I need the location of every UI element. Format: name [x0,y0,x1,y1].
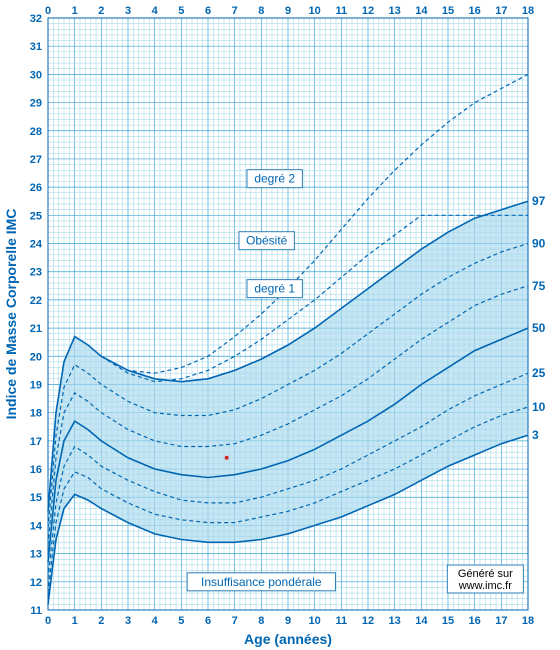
y-axis-label: Indice de Masse Corporelle IMC [3,209,19,420]
annotation-text: Insuffisance pondérale [201,575,322,589]
ytick: 27 [30,154,42,166]
xtick-top: 13 [389,5,401,17]
ytick: 29 [30,98,42,110]
ytick: 30 [30,69,42,81]
percentile-label-50: 50 [532,321,546,335]
xtick-bottom: 15 [442,615,454,627]
ytick: 20 [30,351,42,363]
ytick: 23 [30,267,42,279]
ytick: 31 [30,41,42,53]
xtick-bottom: 9 [285,615,291,627]
ytick: 16 [30,464,42,476]
ytick: 14 [30,520,43,532]
xtick-top: 8 [258,5,264,17]
ytick: 24 [30,239,43,251]
xtick-top: 17 [495,5,507,17]
percentile-label-75: 75 [532,279,546,293]
annotation-text: degré 2 [254,172,295,186]
ytick: 19 [30,379,42,391]
x-axis-label: Age (années) [244,631,332,647]
xtick-bottom: 3 [125,615,131,627]
xtick-top: 5 [178,5,184,17]
annotation-text: degré 1 [254,282,295,296]
annotation-text: Obésité [246,234,288,248]
xtick-top: 14 [415,5,428,17]
xtick-bottom: 16 [469,615,481,627]
xtick-bottom: 10 [309,615,321,627]
percentile-label-10: 10 [532,400,546,414]
xtick-bottom: 6 [205,615,211,627]
xtick-bottom: 5 [178,615,184,627]
ytick: 32 [30,13,42,25]
xtick-top: 6 [205,5,211,17]
ytick: 13 [30,549,42,561]
xtick-bottom: 0 [45,615,51,627]
ytick: 22 [30,295,42,307]
credit-line1: Généré sur [458,568,513,580]
bmi-growth-chart: 3102550759097001122334455667788991010111… [0,0,560,650]
ytick: 25 [30,210,42,222]
xtick-top: 0 [45,5,51,17]
ytick: 18 [30,408,42,420]
xtick-top: 2 [98,5,104,17]
xtick-top: 1 [72,5,78,17]
xtick-bottom: 17 [495,615,507,627]
ytick: 28 [30,126,42,138]
xtick-bottom: 7 [232,615,238,627]
xtick-top: 10 [309,5,321,17]
xtick-bottom: 2 [98,615,104,627]
ytick: 17 [30,436,42,448]
xtick-top: 16 [469,5,481,17]
xtick-top: 4 [152,5,159,17]
ytick: 15 [30,492,42,504]
xtick-bottom: 14 [415,615,428,627]
xtick-bottom: 4 [152,615,159,627]
percentile-label-97: 97 [532,194,546,208]
xtick-bottom: 1 [72,615,78,627]
xtick-bottom: 12 [362,615,374,627]
percentile-label-90: 90 [532,237,546,251]
xtick-top: 3 [125,5,131,17]
ytick: 11 [30,605,42,617]
data-point [225,456,229,460]
xtick-top: 15 [442,5,454,17]
xtick-bottom: 13 [389,615,401,627]
xtick-top: 7 [232,5,238,17]
ytick: 26 [30,182,42,194]
xtick-bottom: 11 [336,615,348,627]
credit-line2: www.imc.fr [458,580,513,592]
xtick-bottom: 18 [522,615,534,627]
xtick-bottom: 8 [258,615,264,627]
ytick: 21 [30,323,42,335]
ytick: 12 [30,577,42,589]
xtick-top: 11 [336,5,348,17]
percentile-label-25: 25 [532,366,546,380]
xtick-top: 18 [522,5,534,17]
xtick-top: 12 [362,5,374,17]
percentile-label-3: 3 [532,428,539,442]
xtick-top: 9 [285,5,291,17]
